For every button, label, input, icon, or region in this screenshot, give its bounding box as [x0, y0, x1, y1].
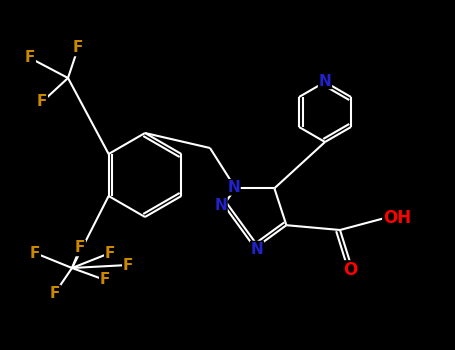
Text: OH: OH — [383, 209, 411, 227]
Text: F: F — [30, 245, 40, 260]
Text: F: F — [105, 245, 115, 260]
Text: O: O — [343, 261, 357, 279]
Text: F: F — [123, 258, 133, 273]
Text: N: N — [227, 180, 240, 195]
Text: F: F — [73, 41, 83, 56]
Text: N: N — [318, 74, 331, 89]
Text: F: F — [25, 50, 35, 65]
Text: F: F — [37, 94, 47, 110]
Text: N: N — [214, 198, 227, 213]
Text: N: N — [251, 241, 263, 257]
Text: F: F — [100, 273, 110, 287]
Text: F: F — [75, 240, 85, 256]
Text: F: F — [50, 286, 60, 301]
